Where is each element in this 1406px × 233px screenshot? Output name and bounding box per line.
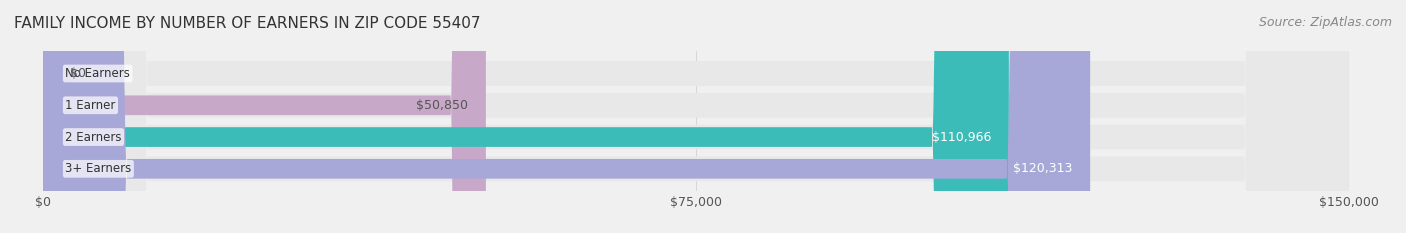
Text: $0: $0 [70,67,86,80]
FancyBboxPatch shape [44,0,1090,233]
FancyBboxPatch shape [44,0,1348,233]
FancyBboxPatch shape [44,0,1348,233]
FancyBboxPatch shape [44,0,1348,233]
Text: 2 Earners: 2 Earners [65,130,122,144]
Text: No Earners: No Earners [65,67,131,80]
Text: $120,313: $120,313 [1014,162,1073,175]
FancyBboxPatch shape [44,0,56,233]
Text: FAMILY INCOME BY NUMBER OF EARNERS IN ZIP CODE 55407: FAMILY INCOME BY NUMBER OF EARNERS IN ZI… [14,16,481,31]
FancyBboxPatch shape [44,0,1348,233]
FancyBboxPatch shape [44,0,486,233]
Text: Source: ZipAtlas.com: Source: ZipAtlas.com [1258,16,1392,29]
Text: $110,966: $110,966 [932,130,991,144]
Text: 1 Earner: 1 Earner [65,99,115,112]
Text: 3+ Earners: 3+ Earners [65,162,132,175]
FancyBboxPatch shape [44,0,1010,233]
Text: $50,850: $50,850 [416,99,468,112]
